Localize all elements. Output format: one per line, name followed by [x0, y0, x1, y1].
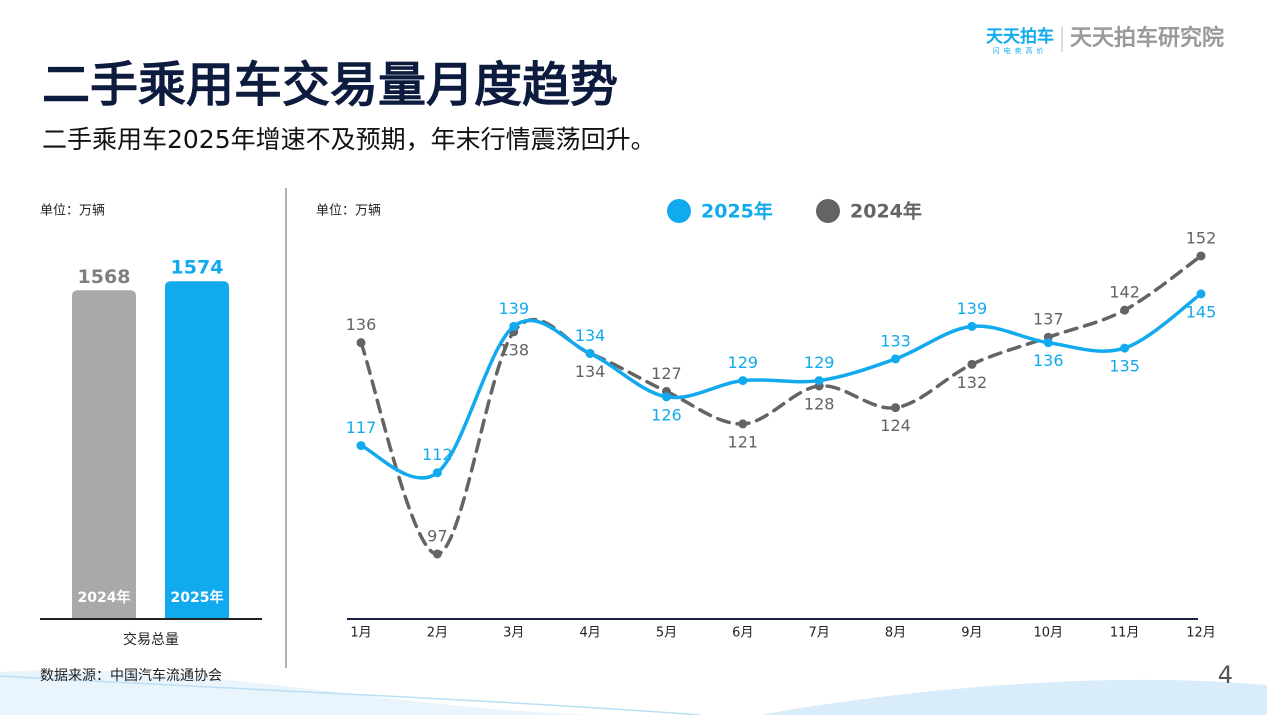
subtitle: 二手乘用车2025年增速不及预期，年末行情震荡回升。: [42, 125, 656, 154]
data-point: [967, 321, 977, 331]
x-tick-label: 1月: [350, 626, 371, 641]
value-label: 97: [427, 526, 447, 545]
legend-label: 2025年: [701, 200, 773, 223]
value-label: 152: [1186, 228, 1217, 247]
wave-decoration: [760, 679, 1267, 715]
series-line: [359, 292, 1203, 480]
data-point: [738, 419, 748, 429]
value-label: 145: [1186, 302, 1217, 321]
x-tick-label: 4月: [579, 626, 600, 641]
data-point: [661, 392, 671, 402]
value-label: 127: [651, 364, 682, 383]
value-label: 132: [957, 373, 988, 392]
x-tick-label: 8月: [885, 626, 906, 641]
legend-label: 2024年: [850, 200, 922, 223]
data-point: [509, 321, 519, 331]
title: 二手乘用车交易量月度趋势: [42, 57, 618, 113]
x-tick-label: 3月: [503, 626, 524, 641]
value-label: 139: [498, 299, 529, 318]
value-label: 124: [880, 416, 911, 435]
value-label: 133: [880, 331, 911, 350]
source: 数据来源：中国汽车流通协会: [40, 667, 222, 684]
data-point: [432, 468, 442, 478]
x-tick-label: 9月: [961, 626, 982, 641]
legend-marker: [816, 199, 840, 223]
bar: [72, 290, 136, 619]
x-axis-label: 交易总量: [123, 631, 179, 648]
x-tick-label: 11月: [1110, 626, 1140, 641]
x-tick-label: 5月: [656, 626, 677, 641]
x-tick-label: 10月: [1033, 626, 1063, 641]
data-point: [1120, 343, 1130, 353]
value-label: 135: [1109, 357, 1140, 376]
data-point: [891, 354, 901, 364]
value-label: 117: [346, 418, 377, 437]
value-label: 112: [422, 445, 453, 464]
data-point: [585, 348, 595, 358]
data-point: [738, 376, 748, 386]
category-label: 2025年: [171, 589, 224, 606]
value-label: 137: [1033, 310, 1064, 329]
bar: [165, 281, 229, 619]
data-point: [356, 338, 366, 348]
legend-marker: [667, 199, 691, 223]
value-label: 1568: [78, 266, 131, 288]
series-line: [359, 254, 1203, 556]
value-label: 121: [728, 432, 759, 451]
institute: 天天拍车研究院: [1070, 25, 1224, 51]
data-point: [356, 441, 366, 451]
value-label: 128: [804, 394, 835, 413]
data-point: [1120, 305, 1130, 315]
x-tick-label: 6月: [732, 626, 753, 641]
unit-label: 单位：万辆: [40, 204, 105, 219]
data-point: [814, 376, 824, 386]
unit-label: 单位：万辆: [316, 204, 381, 219]
data-point: [1196, 289, 1206, 299]
data-point: [432, 549, 442, 559]
category-label: 2024年: [78, 589, 131, 606]
value-label: 136: [1033, 351, 1064, 370]
data-point: [1043, 338, 1053, 348]
x-tick-label: 12月: [1186, 626, 1216, 641]
data-point: [967, 359, 977, 369]
value-label: 142: [1109, 283, 1140, 302]
logo-tagline: 闪电卖高价: [993, 46, 1048, 55]
value-label: 1574: [171, 257, 224, 279]
value-label: 129: [804, 353, 835, 372]
value-label: 136: [346, 315, 377, 334]
value-label: 134: [575, 326, 606, 345]
value-label: 129: [728, 353, 759, 372]
value-label: 134: [575, 362, 606, 381]
x-tick-label: 7月: [809, 626, 830, 641]
page-number: 4: [1218, 661, 1233, 689]
logo: 天天拍车: [986, 26, 1054, 47]
value-label: 138: [498, 340, 529, 359]
value-label: 126: [651, 405, 682, 424]
data-point: [1196, 251, 1206, 261]
data-point: [891, 403, 901, 413]
value-label: 139: [957, 299, 988, 318]
wave-line: [0, 675, 701, 715]
x-tick-label: 2月: [427, 626, 448, 641]
